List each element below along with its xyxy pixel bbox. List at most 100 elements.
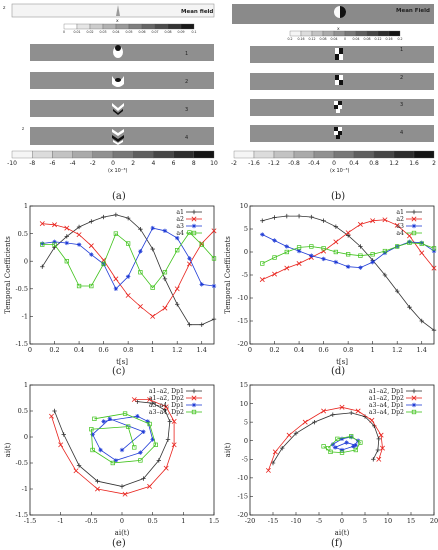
- mean-colorbar-a-cell: [167, 23, 182, 30]
- mean-colorbar-b-tick: 0.16: [297, 37, 304, 41]
- data-point-e-3: [132, 445, 137, 450]
- mode-strip-b1: 1: [250, 46, 434, 63]
- ytick-label-c: 1: [24, 202, 28, 210]
- data-point-c-1: [211, 228, 217, 234]
- data-point-d-1: [357, 221, 363, 227]
- data-point-e-0: [52, 408, 57, 414]
- data-point-f-2: [332, 445, 338, 450]
- data-point-d-3: [333, 249, 339, 255]
- data-point-d-1: [370, 218, 376, 224]
- mean-colorbar-b: 0.2 0.16 0.12 0.08 0.04 0 0.04 0.08 0.12 0.16 0.2: [287, 30, 403, 41]
- colorbar-b-cell: [393, 150, 415, 159]
- mean-field-label-b: Mean Field: [396, 8, 430, 14]
- data-point-e-2: [98, 447, 103, 453]
- mean-colorbar-a-tick: 0.09: [177, 30, 184, 34]
- data-point-d-3: [309, 244, 314, 249]
- data-point-d-1: [284, 265, 290, 271]
- axis-z-label-a: z: [3, 6, 6, 11]
- data-point-e-3: [89, 427, 94, 432]
- mean-field-strip-a: [11, 3, 215, 18]
- xtick-label-d: 1: [371, 346, 375, 354]
- mean-colorbar-a-tick: 0.04: [112, 30, 119, 34]
- series-line-d-3: [262, 242, 435, 264]
- legend-marker-d-0: [411, 209, 417, 215]
- mean-colorbar-b-cell: [366, 30, 379, 37]
- series-line-e-2: [92, 415, 154, 461]
- data-point-c-1: [64, 225, 70, 231]
- data-point-d-2: [272, 238, 277, 243]
- xtick-label-c: 0.6: [98, 346, 108, 354]
- data-point-f-1: [378, 432, 384, 438]
- data-point-d-3: [419, 241, 424, 246]
- xlabel-c: t[s]: [116, 358, 128, 366]
- caption-c: (c): [112, 366, 126, 377]
- data-point-c-3: [64, 259, 69, 264]
- colorbar-a-tick: -6: [49, 160, 55, 167]
- data-point-f-3: [353, 447, 358, 453]
- xtick-label-f: 0: [340, 517, 344, 525]
- data-point-d-0: [345, 233, 351, 238]
- data-point-c-0: [89, 219, 94, 224]
- data-point-c-2: [40, 241, 45, 246]
- data-point-c-0: [101, 214, 106, 220]
- xtick-label-c: 0.8: [123, 346, 133, 354]
- data-point-d-1: [259, 277, 265, 283]
- mode-strip-a3: 3: [30, 100, 214, 117]
- xtick-label-c: 1: [151, 346, 155, 354]
- data-point-e-0: [167, 419, 173, 424]
- legend-marker-e-0: [191, 388, 197, 394]
- data-point-d-2: [345, 264, 351, 269]
- mean-colorbar-b-tick: 0.2: [287, 37, 292, 41]
- ytick-label-d: -15: [238, 317, 248, 325]
- data-point-f-0: [312, 419, 317, 425]
- mean-colorbar-a-tick: 0.1: [191, 30, 196, 34]
- ytick-label-f: 15: [240, 381, 248, 389]
- data-point-c-0: [150, 246, 155, 252]
- data-point-c-0: [76, 224, 82, 230]
- colorbar-b-cell: [413, 150, 435, 159]
- data-point-e-0: [150, 401, 155, 406]
- data-point-c-2: [76, 242, 82, 247]
- xtick-label-f: -15: [268, 517, 278, 525]
- series-line-e-0: [54, 401, 171, 487]
- series-line-d-2: [262, 234, 435, 269]
- colorbar-a-cell: [72, 150, 93, 159]
- mean-colorbar-b-cell: [322, 30, 335, 37]
- series-line-d-1: [262, 219, 435, 280]
- data-point-d-3: [296, 245, 302, 250]
- data-point-f-1: [339, 404, 345, 410]
- data-point-c-3: [138, 270, 143, 275]
- ytick-label-f: 10: [240, 400, 248, 408]
- data-point-f-2: [339, 447, 345, 453]
- data-point-c-1: [174, 286, 180, 292]
- legend-label-e-3: a3–a4, Dp2: [149, 409, 184, 416]
- data-point-c-3: [101, 261, 106, 267]
- mode-label-b4: 4: [400, 130, 403, 136]
- mean-colorbar-b-cell: [311, 30, 324, 37]
- mode-strip-a1: 1: [30, 44, 214, 61]
- data-point-e-0: [76, 463, 82, 468]
- mean-colorbar-a: 0 0.01 0.02 0.03 0.04 0.05 0.06 0.07 0.08 0.09 0.1: [63, 23, 197, 34]
- mode-label-a1: 1: [185, 51, 188, 57]
- mean-colorbar-b-cell: [344, 30, 357, 37]
- data-point-c-0: [113, 212, 119, 218]
- colorbar-b-cell: [273, 150, 295, 159]
- legend-marker-c-3: [191, 230, 197, 236]
- colorbar-a-cell: [153, 150, 174, 159]
- data-point-f-2: [330, 442, 335, 447]
- chart-d: 0 0.2 0.4 0.6 0.8 1 1.2 1.4 -20 -15 -10 -5 0 5 10 t[s] T…: [224, 202, 437, 366]
- legend-label-f-1: a1–a2, Dp2: [369, 395, 404, 402]
- xtick-label-d: 1.2: [392, 346, 402, 354]
- legend-marker-d-3: [411, 230, 417, 236]
- data-point-f-1: [379, 445, 385, 451]
- ylabel-e: ai(t): [4, 442, 12, 457]
- data-point-c-2: [138, 249, 143, 254]
- data-point-d-3: [345, 252, 351, 257]
- mean-colorbar-a-cell: [76, 23, 91, 30]
- ytick-label-e: 0.5: [18, 407, 28, 415]
- xtick-label-e: 1: [181, 517, 185, 525]
- data-point-e-1: [147, 397, 153, 403]
- ytick-label-e: 1: [24, 381, 28, 389]
- colorbar-a-tick: -4: [70, 160, 76, 167]
- mean-colorbar-b-cell: [333, 30, 346, 37]
